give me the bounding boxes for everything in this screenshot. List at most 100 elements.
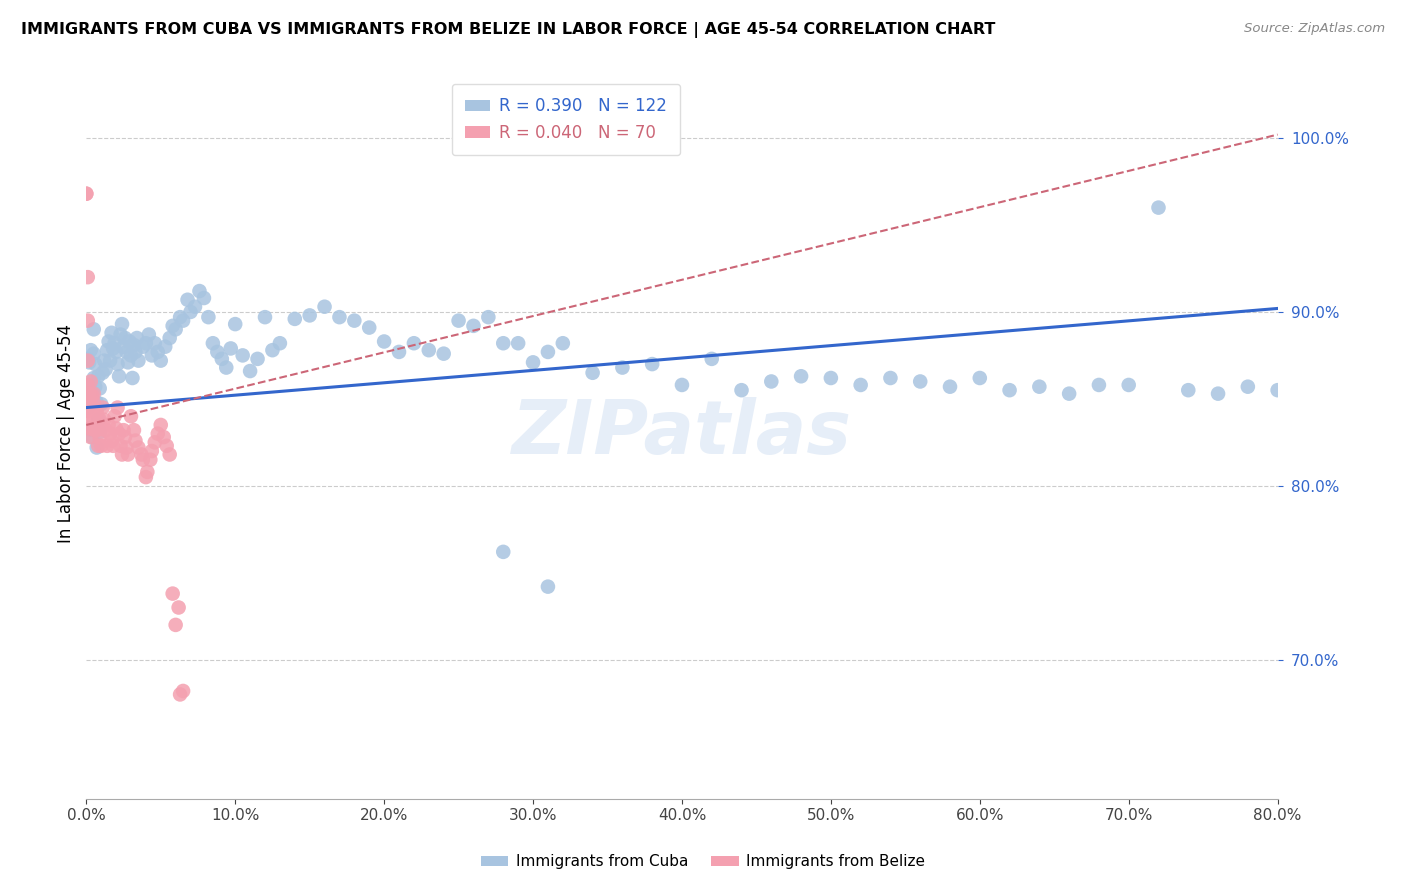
Immigrants from Cuba (125, 331, 148, 345)
Immigrants from Cuba (132, 340, 155, 354)
Immigrants from Cuba (159, 331, 181, 345)
Immigrants from Belize (100, 434, 122, 448)
Immigrants from Cuba (90, 397, 112, 411)
Immigrants from Cuba (522, 355, 544, 369)
Immigrants from Cuba (146, 345, 169, 359)
Immigrants from Belize (76, 378, 98, 392)
Immigrants from Cuba (169, 310, 191, 325)
Immigrants from Belize (76, 404, 98, 418)
Immigrants from Cuba (172, 313, 194, 327)
Immigrants from Belize (77, 421, 100, 435)
Immigrants from Cuba (96, 343, 118, 358)
Immigrants from Belize (108, 426, 131, 441)
Immigrants from Cuba (246, 351, 269, 366)
Text: ZIPatlas: ZIPatlas (512, 397, 852, 470)
Immigrants from Belize (101, 439, 124, 453)
Immigrants from Cuba (1118, 378, 1140, 392)
Immigrants from Belize (131, 448, 153, 462)
Immigrants from Cuba (211, 351, 233, 366)
Immigrants from Cuba (122, 338, 145, 352)
Immigrants from Cuba (80, 383, 103, 397)
Immigrants from Cuba (224, 317, 246, 331)
Immigrants from Belize (87, 417, 110, 432)
Immigrants from Belize (83, 386, 105, 401)
Immigrants from Belize (82, 404, 104, 418)
Immigrants from Belize (146, 426, 169, 441)
Immigrants from Cuba (77, 378, 100, 392)
Immigrants from Cuba (939, 380, 962, 394)
Immigrants from Cuba (253, 310, 276, 325)
Immigrants from Belize (152, 430, 174, 444)
Immigrants from Belize (111, 448, 134, 462)
Immigrants from Cuba (117, 355, 139, 369)
Immigrants from Cuba (83, 322, 105, 336)
Immigrants from Belize (149, 417, 172, 432)
Immigrants from Cuba (124, 345, 146, 359)
Legend: R = 0.390   N = 122, R = 0.040   N = 70: R = 0.390 N = 122, R = 0.040 N = 70 (451, 84, 681, 155)
Immigrants from Cuba (232, 348, 254, 362)
Immigrants from Belize (122, 423, 145, 437)
Immigrants from Belize (83, 413, 105, 427)
Immigrants from Cuba (820, 371, 842, 385)
Immigrants from Cuba (112, 340, 135, 354)
Immigrants from Cuba (373, 334, 395, 349)
Y-axis label: In Labor Force | Age 45-54: In Labor Force | Age 45-54 (58, 324, 75, 543)
Immigrants from Cuba (87, 413, 110, 427)
Immigrants from Cuba (76, 401, 98, 415)
Immigrants from Belize (89, 430, 111, 444)
Immigrants from Cuba (969, 371, 991, 385)
Immigrants from Belize (86, 423, 108, 437)
Immigrants from Belize (75, 186, 97, 201)
Immigrants from Cuba (98, 353, 121, 368)
Immigrants from Cuba (94, 362, 117, 376)
Immigrants from Cuba (1088, 378, 1111, 392)
Immigrants from Cuba (180, 305, 202, 319)
Immigrants from Cuba (84, 380, 107, 394)
Immigrants from Cuba (1267, 383, 1289, 397)
Immigrants from Cuba (111, 317, 134, 331)
Immigrants from Cuba (86, 441, 108, 455)
Immigrants from Cuba (207, 345, 229, 359)
Immigrants from Belize (83, 395, 105, 409)
Immigrants from Cuba (215, 360, 238, 375)
Immigrants from Cuba (388, 345, 411, 359)
Immigrants from Belize (82, 421, 104, 435)
Immigrants from Cuba (82, 430, 104, 444)
Immigrants from Cuba (908, 375, 931, 389)
Immigrants from Belize (172, 684, 194, 698)
Immigrants from Belize (86, 404, 108, 418)
Immigrants from Belize (76, 313, 98, 327)
Immigrants from Belize (156, 439, 179, 453)
Immigrants from Cuba (121, 371, 143, 385)
Immigrants from Cuba (551, 336, 574, 351)
Immigrants from Cuba (492, 545, 515, 559)
Immigrants from Cuba (103, 336, 125, 351)
Immigrants from Cuba (314, 300, 336, 314)
Immigrants from Cuba (269, 336, 291, 351)
Immigrants from Cuba (162, 318, 184, 333)
Immigrants from Cuba (84, 357, 107, 371)
Immigrants from Belize (112, 423, 135, 437)
Immigrants from Cuba (1028, 380, 1050, 394)
Immigrants from Cuba (82, 386, 104, 401)
Immigrants from Belize (89, 413, 111, 427)
Immigrants from Cuba (433, 346, 456, 360)
Immigrants from Cuba (298, 309, 321, 323)
Immigrants from Cuba (239, 364, 262, 378)
Immigrants from Cuba (100, 326, 122, 340)
Immigrants from Cuba (262, 343, 284, 358)
Immigrants from Belize (77, 397, 100, 411)
Immigrants from Belize (93, 413, 115, 427)
Immigrants from Belize (77, 386, 100, 401)
Immigrants from Belize (77, 404, 100, 418)
Immigrants from Cuba (761, 375, 783, 389)
Immigrants from Cuba (76, 351, 98, 366)
Immigrants from Cuba (612, 360, 634, 375)
Immigrants from Belize (91, 401, 114, 415)
Immigrants from Cuba (1057, 386, 1080, 401)
Immigrants from Belize (141, 444, 163, 458)
Immigrants from Cuba (492, 336, 515, 351)
Immigrants from Cuba (197, 310, 219, 325)
Immigrants from Cuba (97, 334, 120, 349)
Immigrants from Belize (127, 441, 149, 455)
